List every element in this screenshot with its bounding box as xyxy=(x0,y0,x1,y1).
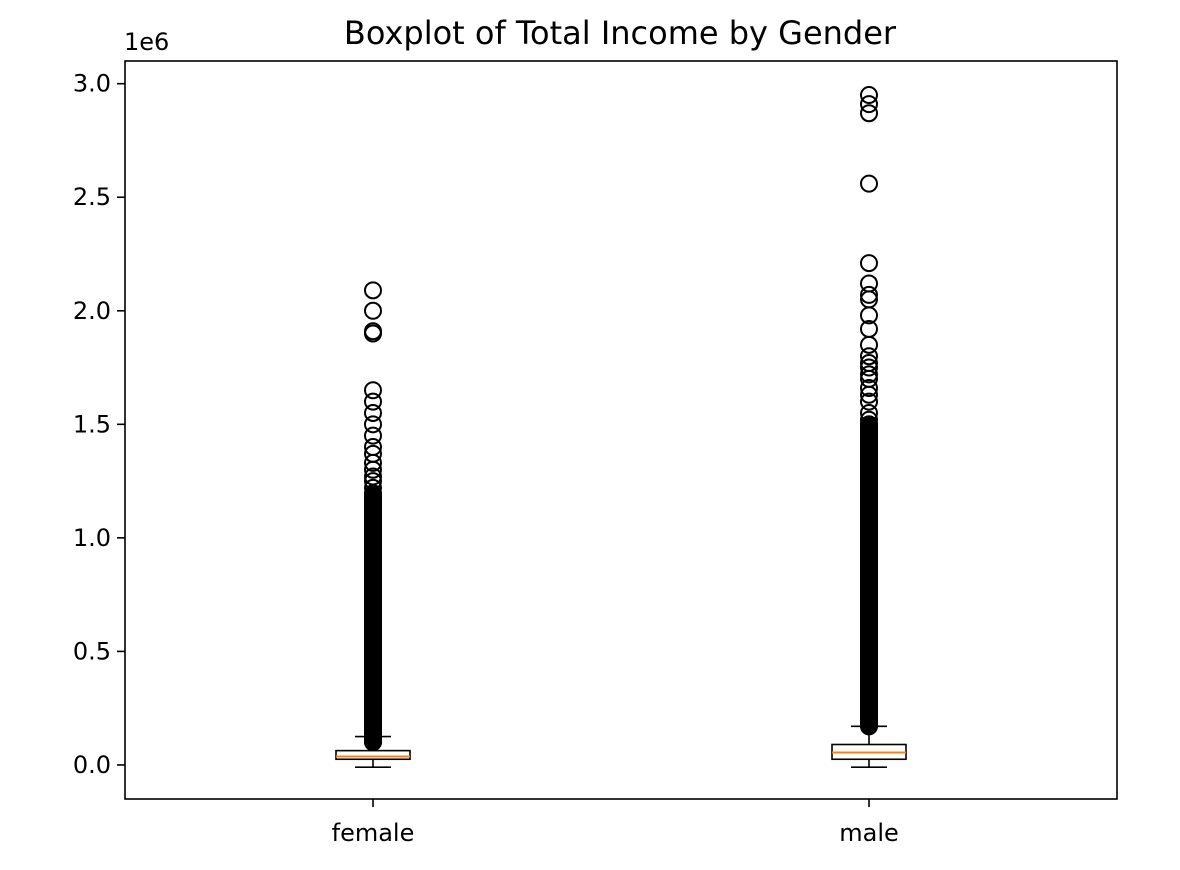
axes-frame xyxy=(124,60,1118,800)
outlier-point xyxy=(860,365,878,384)
outlier-point xyxy=(364,381,382,400)
outlier-point xyxy=(860,403,878,422)
outlier-band-female xyxy=(364,484,382,752)
outlier-point xyxy=(364,324,382,343)
outlier-point xyxy=(860,410,878,429)
outlier-point xyxy=(364,453,382,472)
outlier-point xyxy=(860,95,878,114)
box-male xyxy=(831,86,907,769)
outlier-point xyxy=(364,460,382,479)
outlier-band-male xyxy=(860,415,878,736)
y-tick-label: 2.0 xyxy=(73,297,111,325)
outlier-point xyxy=(860,174,878,193)
y-tick-label: 2.5 xyxy=(73,183,111,211)
x-tick-label-female: female xyxy=(332,819,415,847)
y-tick-label: 1.5 xyxy=(73,410,111,438)
outlier-point xyxy=(364,426,382,445)
box-iqr xyxy=(335,749,411,761)
outlier-point xyxy=(860,392,878,411)
outlier-point xyxy=(860,415,878,434)
outlier-point xyxy=(364,467,382,486)
y-axis: 0.0 0.5 1.0 1.5 2.0 2.5 3.0 xyxy=(73,70,125,779)
outlier-point xyxy=(364,478,382,497)
outlier-point xyxy=(860,285,878,304)
x-axis: female male xyxy=(332,799,899,847)
outlier-point xyxy=(364,392,382,411)
x-tick-label-male: male xyxy=(839,819,899,847)
y-tick-label: 0.5 xyxy=(73,637,111,665)
outlier-point xyxy=(364,472,382,491)
box-female xyxy=(335,281,411,769)
outlier-point xyxy=(364,403,382,422)
y-offset-label: 1e6 xyxy=(124,28,169,56)
y-tick-label: 0.0 xyxy=(73,751,111,779)
outlier-point xyxy=(860,358,878,377)
outlier-point xyxy=(860,335,878,354)
plot-area xyxy=(335,86,907,769)
chart-title: Boxplot of Total Income by Gender xyxy=(344,14,897,52)
y-tick-label: 3.0 xyxy=(73,70,111,98)
outlier-point xyxy=(860,104,878,123)
y-tick-label: 1.0 xyxy=(73,524,111,552)
outlier-point xyxy=(860,347,878,366)
outlier-point xyxy=(364,301,382,320)
outlier-point xyxy=(860,306,878,325)
outlier-point xyxy=(364,281,382,300)
outlier-point xyxy=(860,86,878,105)
outlier-point xyxy=(860,385,878,404)
outlier-point xyxy=(860,254,878,273)
outlier-point xyxy=(364,415,382,434)
outlier-point xyxy=(860,378,878,397)
